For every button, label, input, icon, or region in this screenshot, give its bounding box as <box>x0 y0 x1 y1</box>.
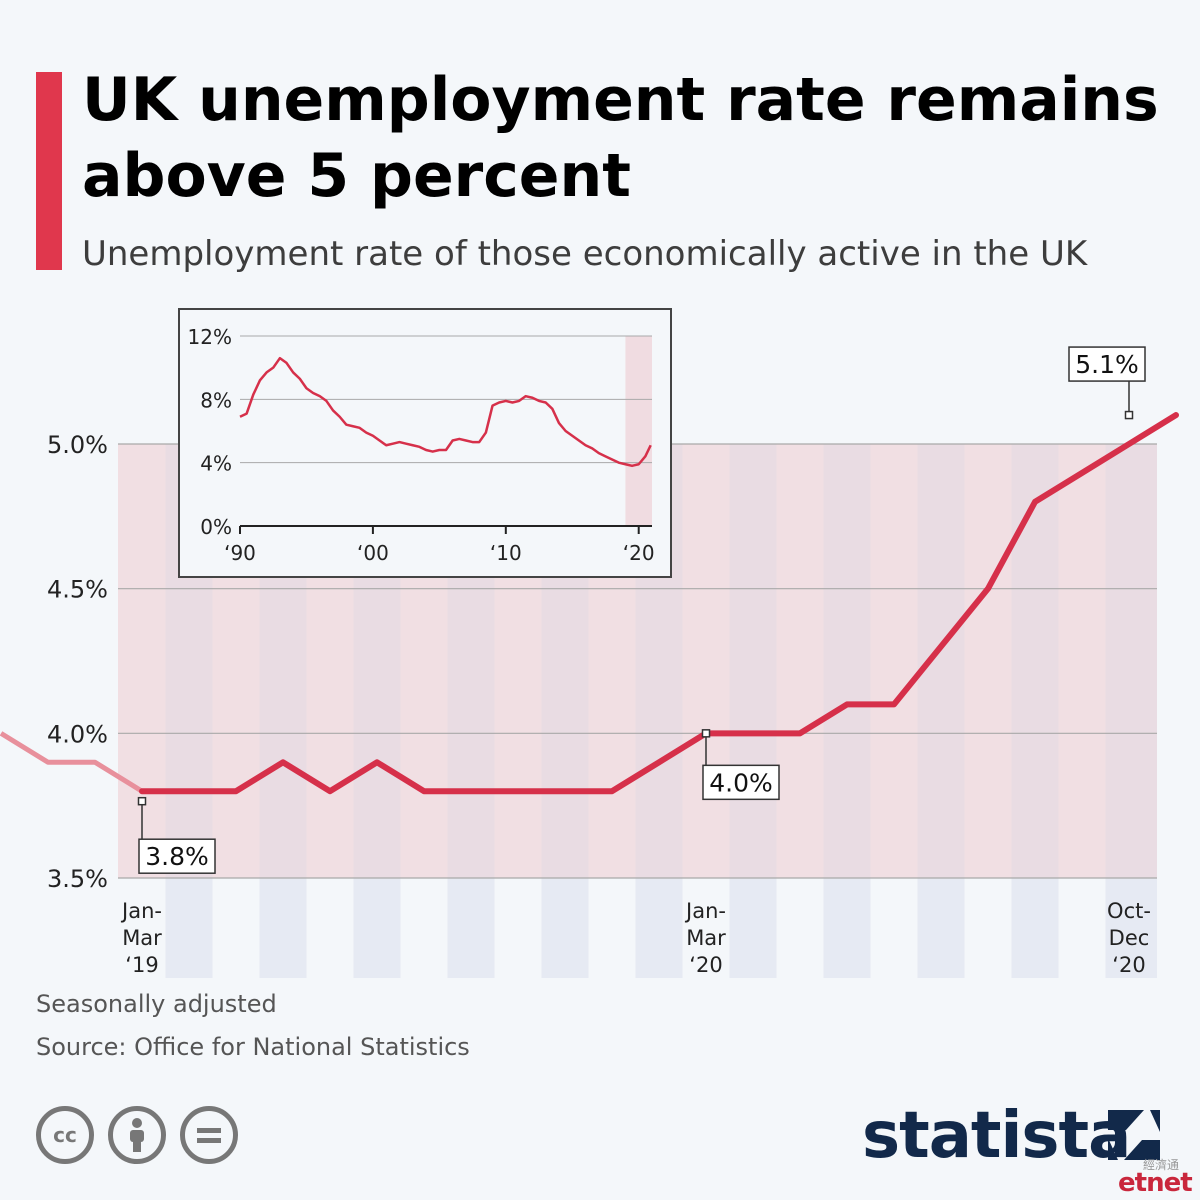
column-stripe <box>259 878 307 978</box>
inset-series-line <box>239 356 652 468</box>
series-line <box>139 412 1179 795</box>
column-band <box>1058 444 1106 878</box>
lead-in-line <box>0 731 144 794</box>
inset-highlight-band <box>625 336 652 526</box>
x-tick-label: Jan- <box>684 899 726 923</box>
inset-y-tick-label: 12% <box>188 325 232 349</box>
statista-logo-text[interactable]: statista <box>862 1099 1131 1173</box>
column-band <box>870 444 918 878</box>
page-subtitle: Unemployment rate of those economically … <box>82 234 1088 274</box>
y-tick-label: 3.5% <box>47 865 108 893</box>
title-accent-bar <box>36 72 62 270</box>
annotation-label: 3.8% <box>145 842 209 871</box>
column-band <box>1011 444 1059 878</box>
statista-logo-icon <box>1108 1110 1160 1160</box>
cc-icon-text: cc <box>53 1123 77 1147</box>
column-band <box>729 444 777 878</box>
x-tick-label: ‘20 <box>689 953 722 977</box>
y-tick-label: 4.5% <box>47 576 108 604</box>
x-tick-label: Mar <box>122 926 162 950</box>
column-band <box>682 444 730 878</box>
column-stripe <box>1105 878 1157 978</box>
annotation-marker <box>137 796 147 806</box>
column-band <box>917 444 965 878</box>
column-stripe <box>1011 878 1059 978</box>
inset-y-tick-label: 0% <box>200 515 232 539</box>
watermark-etnet: etnet <box>1118 1168 1193 1198</box>
column-band <box>1105 444 1157 878</box>
column-stripe <box>635 878 683 978</box>
x-tick-label: Dec <box>1109 926 1150 950</box>
inset-x-tick-label: ‘20 <box>623 541 655 565</box>
column-stripe <box>353 878 401 978</box>
y-tick-label: 4.0% <box>47 720 108 748</box>
inset-x-tick-label: ‘10 <box>490 541 522 565</box>
column-stripe <box>165 878 213 978</box>
cc-icon[interactable]: cc <box>36 1106 94 1164</box>
annotation-box <box>138 838 216 874</box>
inset-x-tick-label: ‘00 <box>357 541 389 565</box>
nd-icon[interactable] <box>180 1106 238 1164</box>
annotation-marker <box>701 729 711 738</box>
column-band <box>776 444 824 878</box>
annotation-box <box>702 764 780 801</box>
inset-y-tick-label: 8% <box>200 388 232 412</box>
by-icon[interactable] <box>108 1106 166 1164</box>
y-tick-label: 5.0% <box>47 431 108 459</box>
page-title: UK unemployment rate remains above 5 per… <box>82 65 1159 211</box>
annotation-box <box>1068 346 1146 382</box>
column-band <box>823 444 871 878</box>
column-stripe <box>823 878 871 978</box>
watermark-cn: 經濟通 <box>1143 1158 1180 1172</box>
column-stripe <box>917 878 965 978</box>
inset-y-tick-label: 4% <box>200 452 232 476</box>
inset-x-tick-label: ‘90 <box>224 541 256 565</box>
inset-line-chart: 0% 4% 8% 12% ‘90 ‘00 ‘10 ‘20 <box>188 325 655 565</box>
source-note: Source: Office for National Statistics <box>36 1033 470 1061</box>
annotation-label: 5.1% <box>1075 350 1139 379</box>
seasonal-note: Seasonally adjusted <box>36 990 277 1018</box>
x-tick-label: Mar <box>686 926 726 950</box>
column-stripe <box>541 878 589 978</box>
x-tick-label: Jan- <box>120 899 162 923</box>
column-stripe <box>729 878 777 978</box>
column-band <box>964 444 1012 878</box>
annotation-label: 4.0% <box>709 768 773 797</box>
annotation-marker <box>1124 410 1134 420</box>
x-tick-label: ‘19 <box>125 953 158 977</box>
x-tick-label: ‘20 <box>1112 953 1145 977</box>
column-stripe <box>447 878 495 978</box>
inset-chart-box: 0% 4% 8% 12% ‘90 ‘00 ‘10 ‘20 <box>178 308 672 578</box>
x-tick-label: Oct- <box>1107 899 1151 923</box>
